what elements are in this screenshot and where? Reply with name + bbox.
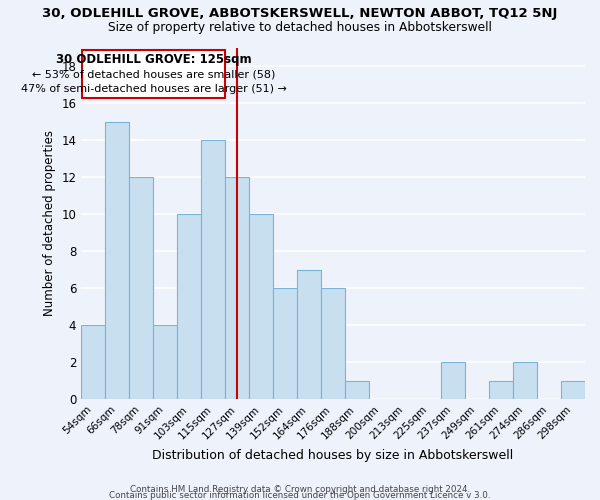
Text: Contains HM Land Registry data © Crown copyright and database right 2024.: Contains HM Land Registry data © Crown c…: [130, 484, 470, 494]
Bar: [321, 288, 345, 400]
Bar: [105, 122, 129, 400]
Bar: [297, 270, 321, 400]
Bar: [201, 140, 225, 400]
Bar: [249, 214, 273, 400]
Text: Size of property relative to detached houses in Abbotskerswell: Size of property relative to detached ho…: [108, 21, 492, 34]
Text: Contains public sector information licensed under the Open Government Licence v : Contains public sector information licen…: [109, 490, 491, 500]
Bar: [177, 214, 201, 400]
Bar: [273, 288, 297, 400]
Bar: [345, 381, 369, 400]
Text: 47% of semi-detached houses are larger (51) →: 47% of semi-detached houses are larger (…: [20, 84, 286, 94]
Text: 30 ODLEHILL GROVE: 125sqm: 30 ODLEHILL GROVE: 125sqm: [56, 53, 251, 66]
Bar: [489, 381, 513, 400]
Text: 30, ODLEHILL GROVE, ABBOTSKERSWELL, NEWTON ABBOT, TQ12 5NJ: 30, ODLEHILL GROVE, ABBOTSKERSWELL, NEWT…: [43, 8, 557, 20]
Bar: [225, 177, 249, 400]
Y-axis label: Number of detached properties: Number of detached properties: [43, 130, 56, 316]
Bar: [513, 362, 537, 400]
FancyBboxPatch shape: [82, 50, 224, 98]
Bar: [441, 362, 465, 400]
Bar: [153, 326, 177, 400]
Bar: [129, 177, 153, 400]
X-axis label: Distribution of detached houses by size in Abbotskerswell: Distribution of detached houses by size …: [152, 450, 514, 462]
Bar: [81, 326, 105, 400]
Bar: [561, 381, 585, 400]
Text: ← 53% of detached houses are smaller (58): ← 53% of detached houses are smaller (58…: [32, 70, 275, 80]
